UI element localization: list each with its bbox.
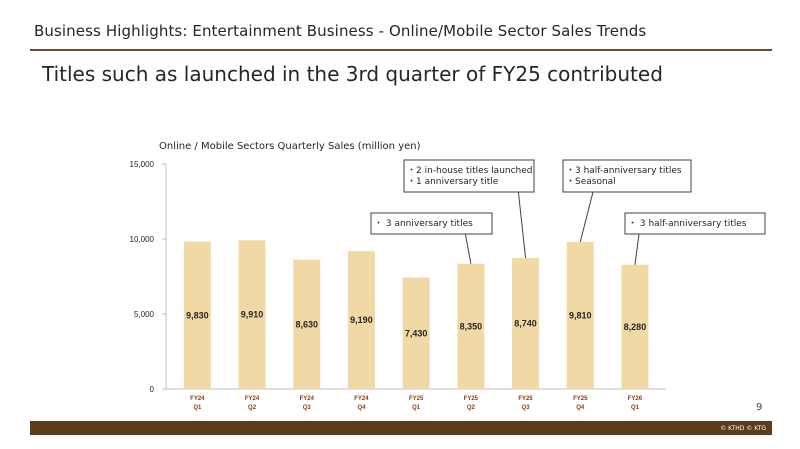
y-tick-label: 10,000 — [130, 235, 155, 244]
y-tick-label: 5,000 — [134, 310, 155, 319]
data-label: 9,190 — [350, 315, 373, 325]
x-tick-label: FY25 — [464, 396, 479, 402]
data-label: 9,830 — [186, 310, 209, 320]
bar — [512, 257, 540, 389]
annotation-text: ・ 3 anniversary titles — [374, 219, 473, 229]
data-label: 8,630 — [295, 319, 318, 329]
bar — [621, 264, 649, 389]
x-tick-label: Q3 — [303, 405, 312, 411]
data-label: 8,740 — [514, 318, 537, 328]
y-tick-label: 0 — [150, 385, 155, 394]
x-tick-label: Q1 — [412, 405, 421, 411]
x-tick-label: Q4 — [576, 405, 585, 411]
x-tick-label: Q2 — [248, 405, 257, 411]
annotation-text: ・1 anniversary title — [407, 177, 499, 187]
x-tick-label: FY24 — [245, 396, 260, 402]
annotation-text: ・3 half-anniversary titles — [566, 166, 682, 176]
annotation-box — [370, 212, 493, 235]
bar — [293, 259, 321, 389]
x-tick-label: FY25 — [518, 396, 533, 402]
sales-bar-chart: Online / Mobile Sectors Quarterly Sales … — [130, 141, 766, 411]
page-header-title: Business Highlights: Entertainment Busin… — [34, 22, 647, 40]
bar — [238, 240, 266, 389]
bar — [566, 241, 594, 389]
data-label: 8,350 — [460, 321, 483, 331]
x-tick-label: FY25 — [573, 396, 588, 402]
chart-title: Online / Mobile Sectors Quarterly Sales … — [159, 141, 421, 152]
header-divider — [30, 49, 772, 51]
bar — [402, 277, 430, 389]
x-tick-label: FY24 — [190, 396, 205, 402]
bar — [183, 241, 211, 389]
annotation-leader-line — [634, 233, 640, 265]
x-tick-label: FY24 — [300, 396, 315, 402]
annotation-leader-line — [464, 233, 472, 264]
bar — [347, 251, 375, 389]
x-tick-label: FY24 — [354, 396, 369, 402]
annotation-leader-line — [517, 191, 527, 258]
annotation-leader-line — [579, 191, 594, 242]
annotation-text: ・Seasonal — [566, 177, 616, 187]
data-label: 9,910 — [241, 310, 264, 320]
x-tick-label: Q3 — [522, 405, 531, 411]
x-tick-label: Q4 — [357, 405, 366, 411]
x-tick-label: Q1 — [631, 405, 640, 411]
copyright-notice: © KTHD © KTG — [720, 425, 766, 432]
y-tick-label: 15,000 — [130, 160, 155, 169]
x-tick-label: FY25 — [409, 396, 424, 402]
data-label: 7,430 — [405, 328, 428, 338]
bar — [457, 263, 485, 389]
x-tick-label: FY26 — [628, 396, 643, 402]
x-tick-label: Q1 — [193, 405, 202, 411]
x-tick-label: Q2 — [467, 405, 476, 411]
slide-subtitle: Titles such as launched in the 3rd quart… — [42, 62, 663, 86]
annotation-text: ・2 in-house titles launched — [407, 166, 533, 176]
data-label: 9,810 — [569, 310, 592, 320]
page-number: 9 — [756, 402, 763, 413]
data-label: 8,280 — [624, 322, 647, 332]
annotation-text: ・ 3 half-anniversary titles — [628, 219, 747, 229]
annotation-box — [624, 212, 766, 235]
footer-bar — [30, 421, 772, 435]
annotation-box — [403, 159, 535, 193]
annotation-box — [562, 159, 692, 193]
